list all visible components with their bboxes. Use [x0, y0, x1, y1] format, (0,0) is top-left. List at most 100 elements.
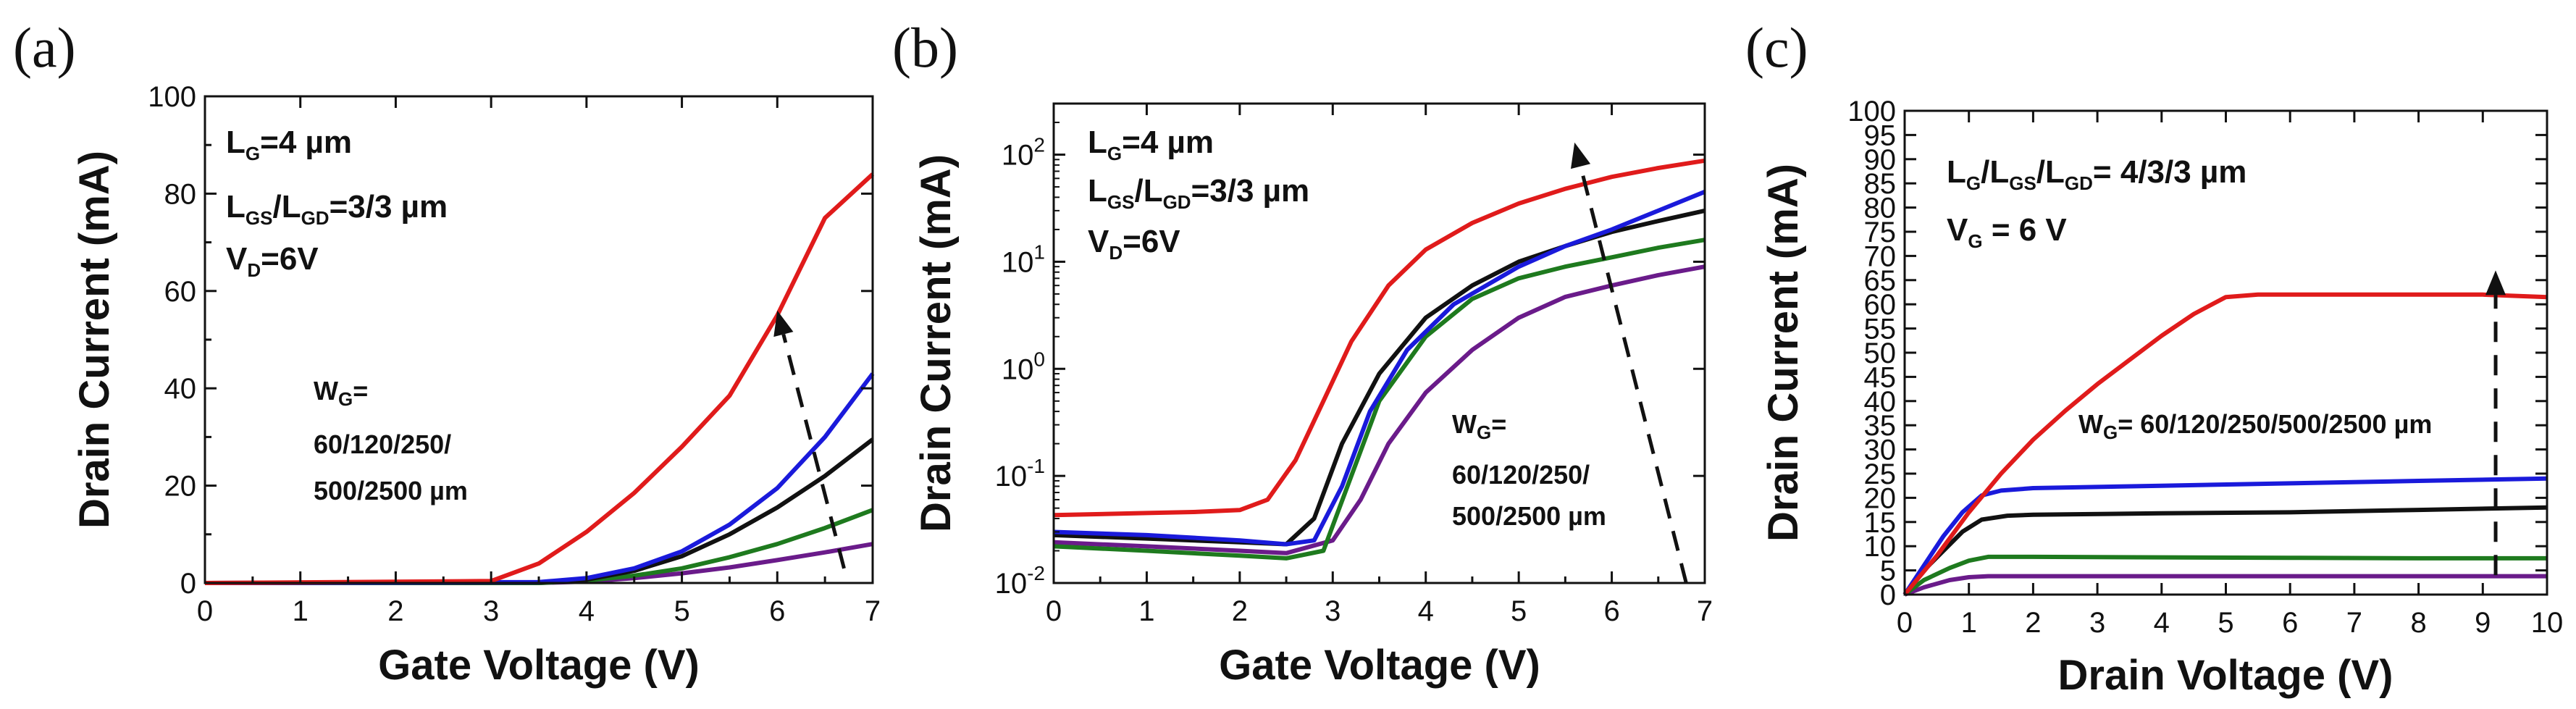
- panel-b-label: (b): [892, 16, 958, 79]
- panel-a-arrow-line: [781, 333, 846, 569]
- panel-b-lgs-lgd-annotation: LGS/LGD=3/3 µm: [1088, 173, 1309, 213]
- panel-c-y-tick-label: 85: [1864, 168, 1897, 200]
- panel-c-y-tick-label: 25: [1864, 458, 1897, 490]
- panel-a-x-axis-title: Gate Voltage (V): [378, 642, 700, 689]
- panel-c-y-tick-label: 45: [1864, 361, 1897, 393]
- panel-c: (c) 0 1 2 3 4 5 6 7 8 9 10051015202530354045505560…: [1745, 16, 2563, 699]
- panel-b-x-tick-label: 1: [1138, 595, 1154, 627]
- panel-b-wg-line2: 500/2500 µm: [1452, 501, 1606, 531]
- panel-c-x-tick-label: 1: [1961, 607, 1977, 639]
- panel-c-x-tick-label: 4: [2154, 607, 2170, 639]
- panel-b-x-tick-label: 3: [1325, 595, 1341, 627]
- panel-c-x-tick-label: 7: [2346, 607, 2362, 639]
- panel-a-y-tick-label: 60: [164, 276, 197, 308]
- panel-a-y-tick-label: 40: [164, 373, 197, 405]
- panel-a-x-tick-label: 0: [197, 595, 213, 627]
- panel-b-series-4: [1053, 158, 1706, 518]
- panel-c-y-tick-label: 100: [1847, 96, 1896, 127]
- panel-a-y-tick-label: 0: [180, 568, 196, 600]
- panel-c-y-tick-label: 15: [1864, 507, 1897, 539]
- panel-a-series-1: [205, 508, 874, 585]
- panel-c-y-axis-title: Drain Current (mA): [1760, 164, 1807, 542]
- panel-b-y-axis-title: Drain Current (mA): [912, 154, 960, 532]
- panel-c-series-3: [1902, 476, 2548, 596]
- panel-c-vg-annotation: VG = 6 V: [1947, 212, 2067, 252]
- panel-c-x-tick-label: 6: [2282, 607, 2298, 639]
- panel-c-y-tick-label: 20: [1864, 482, 1897, 514]
- panel-a-x-tick-label: 6: [769, 595, 785, 627]
- panel-c-x-tick-label: 0: [1897, 607, 1913, 639]
- panel-a-series: [204, 172, 875, 585]
- panel-b-wg-label: WG=: [1452, 409, 1506, 443]
- panel-c-x-tick-label: 8: [2410, 607, 2426, 639]
- panel-b-series-0: [1053, 264, 1706, 555]
- panel-a-x-tick-label: 3: [483, 595, 499, 627]
- panel-c-y-tick-label: 80: [1864, 193, 1897, 225]
- panel-b-ticks: 0 1 2 3 4 5 6 7 10-2 10-1 100 101 102: [995, 104, 1713, 627]
- panel-a-lg-annotation: LG=4 µm: [226, 125, 352, 164]
- panel-a-wg-line1: 60/120/250/: [314, 429, 451, 459]
- panel-c-x-axis-title: Drain Voltage (V): [2058, 652, 2394, 699]
- panel-b-y-tick-label: 10-1: [995, 455, 1045, 492]
- panel-c-y-tick-label: 0: [1880, 579, 1896, 611]
- panel-b-wg-line1: 60/120/250/: [1452, 460, 1590, 490]
- panel-c-y-tick-label: 35: [1864, 410, 1897, 442]
- panel-a-vd-annotation: VD=6V: [226, 241, 319, 281]
- panel-b-x-tick-label: 5: [1511, 595, 1527, 627]
- panel-c-wg-annotation: WG= 60/120/250/500/2500 µm: [2078, 409, 2432, 443]
- panel-a-y-axis-title: Drain Current (mA): [71, 151, 118, 529]
- panel-b-x-tick-label: 0: [1046, 595, 1062, 627]
- panel-c-ticks: 0 1 2 3 4 5 6 7 8 9 100510152025303540455055606570…: [1847, 96, 2563, 639]
- panel-a-label: (a): [13, 16, 76, 79]
- panel-c-y-tick-label: 60: [1864, 289, 1897, 321]
- panel-c-series-4: [1902, 292, 2548, 596]
- panel-b-arrow-line: [1579, 166, 1688, 584]
- panel-c-y-tick-label: 50: [1864, 337, 1897, 369]
- panel-a-x-tick-label: 5: [674, 595, 689, 627]
- panel-c-x-tick-label: 2: [2025, 607, 2041, 639]
- panel-b: (b) 0 1 2 3 4 5 6 7 10-2 10-1 100 101 102 LG=4 µm LG…: [892, 16, 1713, 689]
- panel-a-x-tick-label: 7: [865, 595, 881, 627]
- panel-b-x-tick-label: 2: [1232, 595, 1248, 627]
- panel-a-series-4: [204, 172, 875, 585]
- panel-c-series-1: [1903, 554, 2547, 597]
- panel-c-y-tick-label: 30: [1864, 435, 1897, 466]
- panel-a-y-tick-label: 20: [164, 471, 197, 503]
- panel-b-y-tick-label: 100: [1002, 348, 1045, 385]
- panel-a-wg-line2: 500/2500 µm: [314, 476, 468, 505]
- panel-b-series: [1053, 158, 1706, 561]
- panel-b-x-tick-label: 4: [1418, 595, 1434, 627]
- panel-c-arrow-head: [2485, 270, 2506, 295]
- panel-b-series-3: [1053, 190, 1706, 547]
- panel-a-x-tick-label: 2: [387, 595, 403, 627]
- panel-a: (a) 0 1 2 3 4 5 6 7 0 20 40 60 80 100 LG=4 µm LGS/LGD…: [13, 16, 881, 689]
- panel-a-ticks: 0 1 2 3 4 5 6 7 0 20 40 60 80 100: [148, 81, 881, 627]
- panel-c-y-tick-label: 55: [1864, 314, 1897, 345]
- panel-c-y-tick-label: 70: [1864, 240, 1897, 272]
- panel-b-vd-annotation: VD=6V: [1088, 224, 1180, 264]
- panel-c-series: [1902, 292, 2548, 597]
- panel-c-x-tick-label: 5: [2218, 607, 2233, 639]
- panel-c-y-tick-label: 65: [1864, 265, 1897, 297]
- panel-c-l-ratio-annotation: LG/LGS/LGD= 4/3/3 µm: [1947, 154, 2246, 194]
- panel-b-series-2: [1053, 208, 1706, 547]
- panel-b-y-tick-label: 10-2: [995, 562, 1045, 600]
- panel-c-y-tick-label: 10: [1864, 531, 1897, 563]
- panel-a-series-3: [204, 372, 875, 585]
- panel-c-y-tick-label: 90: [1864, 144, 1897, 176]
- panel-b-arrow-head: [1571, 142, 1591, 169]
- panel-b-x-tick-label: 6: [1603, 595, 1619, 627]
- panel-c-y-tick-label: 40: [1864, 386, 1897, 418]
- panel-a-x-tick-label: 4: [579, 595, 595, 627]
- panel-c-y-tick-label: 95: [1864, 119, 1897, 151]
- panel-a-x-tick-label: 1: [293, 595, 309, 627]
- panel-b-lg-annotation: LG=4 µm: [1088, 125, 1214, 164]
- panel-b-y-tick-label: 102: [1002, 134, 1045, 172]
- panel-b-y-tick-label: 101: [1002, 240, 1045, 278]
- panel-a-arrow-head: [773, 310, 794, 337]
- panel-a-y-tick-label: 80: [164, 178, 197, 210]
- panel-c-series-0: [1903, 574, 2547, 597]
- panel-c-series-2: [1902, 505, 2548, 596]
- panel-a-wg-label: WG=: [314, 376, 368, 410]
